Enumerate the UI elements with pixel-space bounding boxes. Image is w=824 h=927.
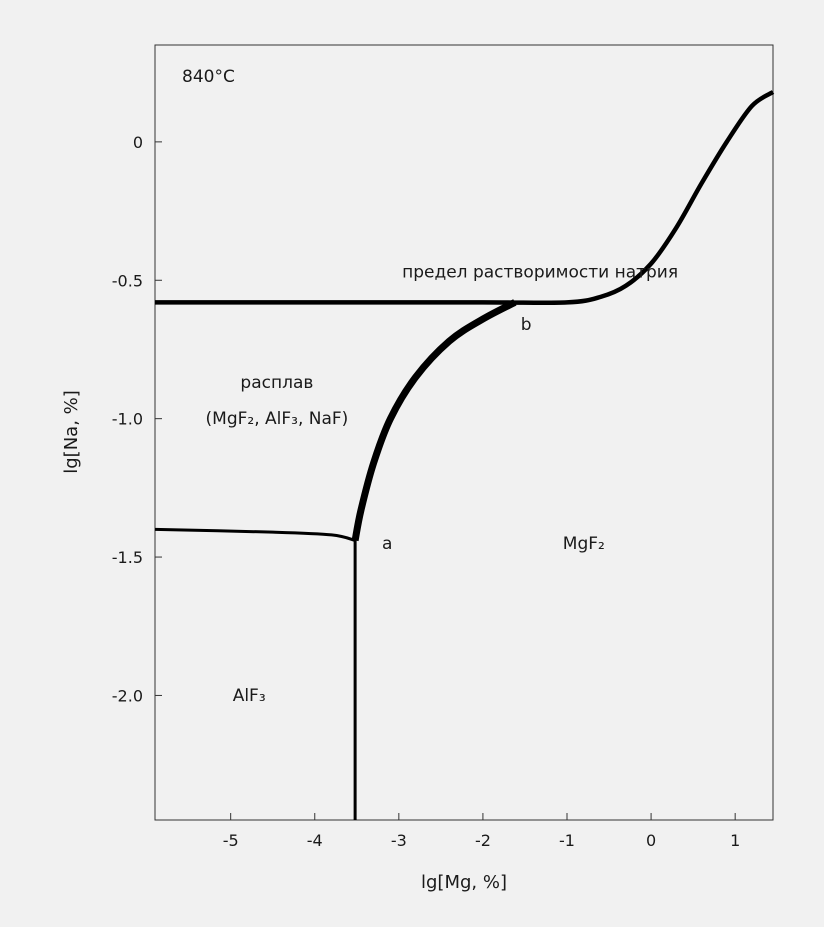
temperature-label: 840°C [182, 67, 235, 87]
annotation-point-a: a [382, 534, 392, 554]
x-tick-label: -1 [559, 831, 575, 850]
series-line-melt-mgf2-boundary [351, 299, 517, 542]
plot-frame [154, 44, 774, 821]
y-axis-label: lg[Na, %] [61, 390, 82, 474]
lines-layer [154, 90, 775, 820]
x-tick-label: -5 [223, 831, 239, 850]
annotation-melt: расплав [240, 373, 313, 393]
ticks-layer: -5 -4 -3 -2 -1 0 1 0 -0.5 -1.0 -1.5 -2.0 [112, 133, 740, 850]
y-tick-label: -2.0 [112, 686, 143, 705]
annotation-point-b: b [521, 315, 532, 335]
series-line-solubility-limit [155, 90, 775, 306]
annotation-melt-composition: (MgF₂, AlF₃, NaF) [206, 409, 349, 429]
annotation-solubility-limit: предел растворимости натрия [402, 263, 678, 283]
x-tick-label: -3 [391, 831, 407, 850]
annotation-phase-alf3: AlF₃ [233, 686, 266, 706]
y-tick-label: -1.0 [112, 410, 143, 429]
y-tick-label: 0 [133, 133, 143, 152]
labels-layer: 840°C lg[Mg, %] lg[Na, %] предел раствор… [61, 67, 678, 893]
y-tick-label: -1.5 [112, 548, 143, 567]
x-tick-label: 1 [730, 831, 740, 850]
x-axis-label: lg[Mg, %] [421, 872, 507, 893]
annotation-phase-mgf2: MgF₂ [563, 534, 605, 554]
x-tick-label: -4 [307, 831, 323, 850]
x-tick-label: -2 [475, 831, 491, 850]
series-line-melt-alf3-boundary [154, 527, 356, 542]
y-tick-label: -0.5 [112, 271, 143, 290]
x-tick-label: 0 [646, 831, 656, 850]
